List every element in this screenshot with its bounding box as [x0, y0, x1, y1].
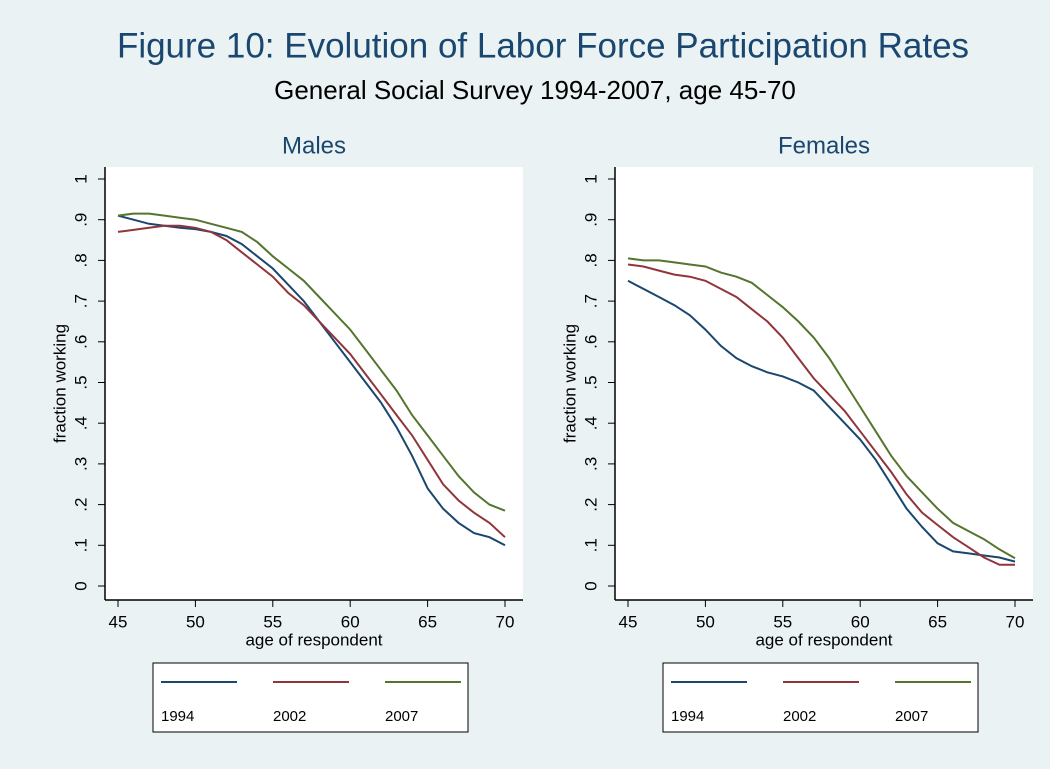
- legend-label: 1994: [671, 708, 704, 725]
- y-tick-label: .3: [71, 457, 90, 471]
- x-tick-label: 70: [496, 612, 515, 631]
- y-tick-label: .6: [581, 335, 600, 349]
- y-tick-label: .5: [581, 375, 600, 389]
- x-tick-label: 65: [928, 612, 947, 631]
- series-line: [117, 214, 506, 547]
- plot-area: [105, 167, 523, 600]
- x-tick-label: 60: [341, 612, 360, 631]
- x-axis-label: age of respondent: [755, 630, 892, 649]
- y-tick-label: .2: [581, 498, 600, 512]
- x-tick-label: 60: [851, 612, 870, 631]
- legend-label: 2007: [385, 708, 418, 725]
- legend-label: 2007: [895, 708, 928, 725]
- legend-label: 2002: [273, 708, 306, 725]
- x-tick-label: 50: [186, 612, 205, 631]
- series-line: [627, 263, 1015, 566]
- x-tick-label: 50: [696, 612, 715, 631]
- series-line: [627, 279, 1016, 563]
- legend-label: 2002: [783, 708, 816, 725]
- x-tick-label: 65: [418, 612, 437, 631]
- y-tick-label: .1: [581, 538, 600, 552]
- plot-area: [615, 167, 1033, 600]
- y-tick-label: .7: [71, 294, 90, 308]
- x-tick-label: 45: [109, 612, 128, 631]
- x-tick-label: 55: [773, 612, 792, 631]
- x-tick-label: 70: [1006, 612, 1025, 631]
- y-tick-label: .6: [71, 335, 90, 349]
- x-tick-label: 55: [263, 612, 282, 631]
- y-tick-label: .5: [71, 375, 90, 389]
- x-tick-label: 45: [619, 612, 638, 631]
- y-tick-label: .4: [71, 416, 90, 430]
- y-axis-label: fraction working: [50, 324, 69, 443]
- y-tick-label: .9: [71, 213, 90, 227]
- y-tick-label: .9: [581, 213, 600, 227]
- legend-box: [662, 662, 979, 733]
- y-tick-label: 1: [581, 174, 600, 183]
- figure-title: Figure 10: Evolution of Labor Force Part…: [117, 26, 969, 65]
- y-axis-label: fraction working: [560, 324, 579, 443]
- y-tick-label: 1: [71, 174, 90, 183]
- series-line: [627, 257, 1016, 560]
- legend-box: [152, 662, 469, 733]
- y-tick-label: .3: [581, 457, 600, 471]
- y-tick-label: 0: [71, 581, 90, 590]
- panel-title: Males: [282, 132, 346, 159]
- y-tick-label: .7: [581, 294, 600, 308]
- series-line: [117, 212, 506, 512]
- panel-title: Females: [778, 132, 870, 159]
- y-tick-label: 0: [581, 581, 600, 590]
- figure-subtitle: General Social Survey 1994-2007, age 45-…: [274, 75, 796, 105]
- y-tick-label: .4: [581, 416, 600, 430]
- y-tick-label: .1: [71, 538, 90, 552]
- series-line: [117, 224, 506, 538]
- legend-label: 1994: [161, 708, 194, 725]
- y-tick-label: .2: [71, 498, 90, 512]
- y-tick-label: .8: [581, 253, 600, 267]
- y-tick-label: .8: [71, 253, 90, 267]
- x-axis-label: age of respondent: [245, 630, 382, 649]
